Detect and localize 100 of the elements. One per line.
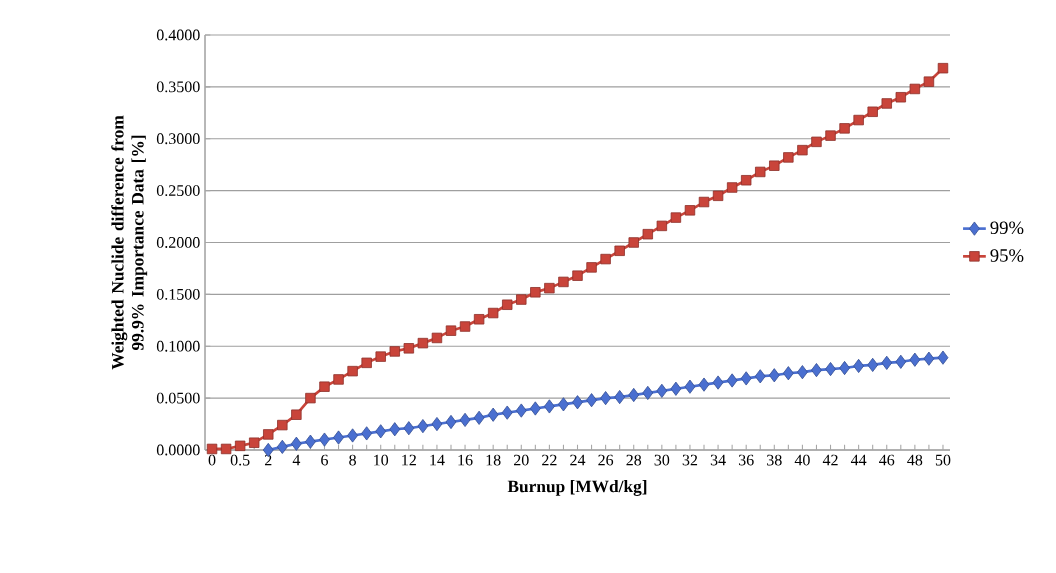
x-tick-label: 20 [513,454,529,466]
x-tick-label: 14 [430,454,445,466]
point [797,144,808,156]
point [291,409,302,420]
point [403,343,415,354]
x-tick-label: 4 [292,454,301,466]
x-tick-label: 30 [654,454,670,466]
y-tick-label: 0.3500 [156,81,200,93]
point [445,414,457,430]
x-tick-label: 38 [767,454,782,466]
x-tick-label: 40 [794,454,810,466]
x-tick-label: 8 [349,454,356,466]
point [600,253,611,265]
point [754,369,766,384]
point [234,440,246,452]
point [712,375,724,390]
y-tick-label: 0.0000 [156,444,200,456]
point [473,410,485,425]
x-tick-label: 48 [907,454,923,466]
point [839,123,850,134]
point [572,270,583,281]
x-tick-label: 28 [626,454,642,466]
point [319,381,330,392]
y-axis-title: Weighted Nuclide difference from 99.9% Importance Data [%] [111,115,148,370]
y-tick-label: 0.0500 [156,392,200,404]
point [923,76,935,87]
point [530,287,541,298]
x-tick-label: 26 [598,454,614,466]
x-tick-label: 42 [822,454,838,466]
point [642,385,654,400]
x-tick-label: 24 [570,454,586,466]
point [811,363,822,378]
point [937,350,949,365]
point [389,422,401,437]
point [305,392,316,404]
legend-label: 99% [990,221,1024,235]
point [249,437,260,448]
point [769,160,780,171]
x-tick-label: 50 [935,454,951,466]
point [698,196,710,208]
point [459,321,471,332]
point [319,432,330,447]
point [417,337,429,349]
point [473,314,485,325]
point [347,428,358,443]
x-axis-title: Burnup [MWd/kg] [507,480,647,496]
point [333,430,344,445]
point [684,205,696,216]
y-tick-label: 0.2500 [156,185,200,197]
y-tick-label: 0.1500 [156,288,200,300]
point [797,365,808,380]
point [600,391,612,406]
y-tick-label: 0.4000 [156,29,200,41]
point [726,373,738,388]
point [375,351,386,362]
x-tick-label: 12 [402,454,416,466]
x-tick-label: 16 [458,454,473,466]
point [740,175,752,186]
point [361,426,373,441]
point [909,83,921,95]
x-tick-label: 22 [542,454,557,466]
point [881,98,892,109]
point [867,357,879,372]
y-tick-label: 0.2000 [156,237,200,248]
point [290,436,302,451]
point [698,377,710,392]
point [445,325,457,336]
point [459,412,471,427]
point [614,245,625,256]
point [628,387,640,403]
point [670,381,682,396]
point [305,434,316,449]
point [853,358,865,374]
point [726,182,738,193]
point [516,294,527,305]
point [558,397,569,412]
x-tick-label: 0 [208,454,216,466]
point [783,152,794,163]
point [909,352,921,367]
point [782,366,794,381]
point [923,351,935,366]
point [895,92,907,103]
x-tick-label: 10 [374,454,389,466]
point [263,429,274,440]
point [361,357,372,369]
x-tick-label: 46 [879,454,895,466]
x-tick-label: 18 [486,454,501,466]
point [375,424,387,439]
point [768,368,780,383]
point [206,443,218,455]
x-tick-label: 0.5 [230,454,250,466]
point [333,374,344,385]
y-tick-label: 0.1000 [156,340,200,352]
point [544,282,555,294]
point [347,365,358,377]
x-tick-label: 6 [321,454,329,466]
point [684,379,696,394]
y-tick-label: 0.3000 [156,133,200,145]
point [276,439,288,454]
point [881,355,893,370]
